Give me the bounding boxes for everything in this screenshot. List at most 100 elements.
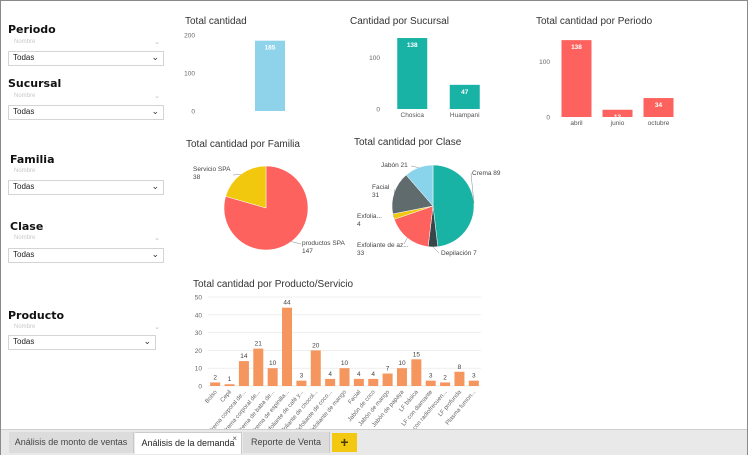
data-label: 21 <box>255 341 263 348</box>
chevron-down-icon[interactable]: ⌄ <box>154 235 160 242</box>
tab-analisis-monto-ventas[interactable]: Análisis de monto de ventas <box>9 432 134 453</box>
chart-title-sucursal: Cantidad por Sucursal <box>350 16 449 27</box>
slice-value: 147 <box>302 248 313 255</box>
slice-label: Depilación 7 <box>441 250 477 257</box>
producto-dropdown[interactable]: Todas ⌄ <box>8 335 156 350</box>
y-tick-label: 0 <box>191 109 195 116</box>
producto-slicer-field: Nombre <box>14 324 36 330</box>
y-tick-label: 200 <box>184 33 195 40</box>
bar <box>602 109 633 117</box>
clase-dropdown[interactable]: Todas ⌄ <box>8 248 164 263</box>
chart-title-producto: Total cantidad por Producto/Servicio <box>193 279 354 290</box>
data-label: 3 <box>300 373 304 380</box>
page-tab-bar: Análisis de monto de ventas Análisis de … <box>1 429 747 455</box>
data-label: 47 <box>461 89 469 96</box>
bar <box>368 378 379 386</box>
sucursal-slicer-field: Nombre <box>14 93 36 99</box>
slice-label: Exfoliante de az... <box>357 242 409 249</box>
chart-title-familia: Total cantidad por Familia <box>186 139 300 150</box>
slice-value: 38 <box>193 174 201 181</box>
slice-label: Jabón 21 <box>381 162 408 169</box>
bar <box>325 378 336 386</box>
chevron-down-icon[interactable]: ⌄ <box>154 93 160 100</box>
clase-slicer-field: Nombre <box>14 235 36 241</box>
tab-analisis-demanda[interactable]: Análisis de la demanda × <box>135 432 242 454</box>
x-tick-label: octubre <box>648 120 670 127</box>
chart-title-total: Total cantidad <box>185 16 247 27</box>
x-tick-label: Chosica <box>401 112 425 119</box>
producto-dropdown-value: Todas <box>13 337 35 346</box>
leader-line <box>291 241 302 245</box>
tab-reporte-venta[interactable]: Reporte de Venta <box>243 432 330 453</box>
data-label: 1 <box>228 376 232 383</box>
chevron-down-icon: ⌄ <box>143 336 151 346</box>
x-tick-label: Huampani <box>450 112 480 119</box>
periodo-slicer-title: Periodo <box>8 23 56 36</box>
x-tick-label: Bolso <box>204 389 219 405</box>
x-tick-label: junio <box>610 120 625 127</box>
bar <box>267 368 278 386</box>
bar <box>454 371 465 386</box>
familia-dropdown[interactable]: Todas ⌄ <box>8 180 164 195</box>
periodo-slicer: Periodo Nombre ⌄ Todas ⌄ <box>8 23 164 67</box>
bar <box>396 368 407 386</box>
slice-label: productos SPA <box>302 240 346 247</box>
slice-label: Servicio SPA <box>193 166 231 173</box>
bar <box>561 40 592 117</box>
data-label: 3 <box>429 373 433 380</box>
pie-slice <box>223 165 309 251</box>
bar <box>411 359 422 386</box>
sucursal-slicer: Sucursal Nombre ⌄ Todas ⌄ <box>8 77 164 121</box>
familia-dropdown-value: Todas <box>13 182 35 191</box>
y-tick-label: 10 <box>195 366 203 373</box>
bar <box>253 348 264 386</box>
pie-slice <box>225 165 267 209</box>
chevron-down-icon: ⌄ <box>151 181 159 191</box>
data-label: 4 <box>328 371 332 378</box>
periodo-dropdown[interactable]: Todas ⌄ <box>8 51 164 66</box>
bar <box>210 382 221 386</box>
tab-label: Análisis de monto de ventas <box>14 437 128 447</box>
data-label: 7 <box>386 366 390 373</box>
sucursal-slicer-title: Sucursal <box>8 77 62 90</box>
y-tick-label: 40 <box>195 312 203 319</box>
sucursal-dropdown[interactable]: Todas ⌄ <box>8 105 164 120</box>
slice-label: Facial <box>372 184 390 191</box>
tab-label: Reporte de Venta <box>250 437 322 447</box>
leader-line <box>393 188 396 193</box>
data-label: 10 <box>341 360 349 367</box>
clase-slicer: Clase Nombre ⌄ Todas ⌄ <box>8 220 164 264</box>
y-tick-label: 100 <box>539 59 550 66</box>
slice-value: 4 <box>357 221 361 228</box>
bar <box>310 350 321 386</box>
bar <box>296 380 307 386</box>
add-page-button[interactable]: + <box>332 433 357 452</box>
close-icon[interactable]: × <box>232 434 237 443</box>
bar <box>255 40 285 112</box>
producto-slicer-title: Producto <box>8 309 65 322</box>
slice-label: Crema 89 <box>472 170 501 177</box>
periodo-dropdown-value: Todas <box>13 53 35 62</box>
y-tick-label: 50 <box>195 295 203 302</box>
leader-line <box>232 174 241 176</box>
leader-line <box>410 165 419 168</box>
chevron-down-icon: ⌄ <box>151 106 159 116</box>
bar <box>238 361 249 386</box>
bar <box>353 378 364 386</box>
data-label: 138 <box>571 44 582 51</box>
data-label: 10 <box>398 360 406 367</box>
chevron-down-icon[interactable]: ⌄ <box>154 324 160 331</box>
chart-title-clase: Total cantidad por Clase <box>354 137 462 148</box>
chevron-down-icon[interactable]: ⌄ <box>154 39 160 46</box>
bar <box>339 368 350 386</box>
data-label: 2 <box>213 374 217 381</box>
y-tick-label: 0 <box>546 115 550 122</box>
bar <box>397 38 428 109</box>
data-label: 15 <box>413 351 421 358</box>
y-tick-label: 20 <box>195 348 203 355</box>
data-label: 13 <box>614 114 622 121</box>
bar <box>449 84 480 109</box>
pie-slice <box>432 164 475 247</box>
producto-slicer: Producto Nombre ⌄ Todas ⌄ <box>8 309 164 353</box>
